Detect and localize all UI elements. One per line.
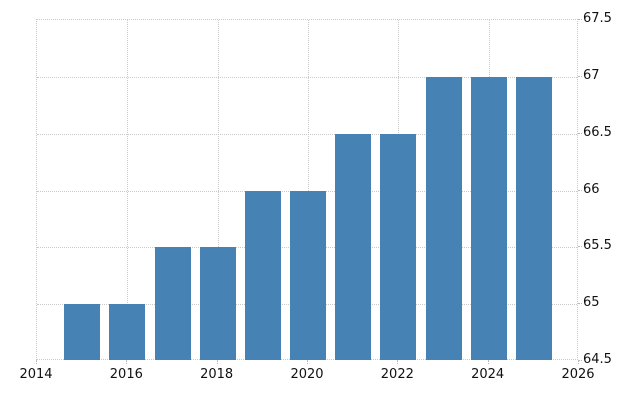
bar-2015[interactable]: [64, 304, 100, 360]
y-axis-tick: [578, 75, 582, 77]
plot-area: [36, 19, 578, 360]
x-axis-label: 2018: [200, 367, 234, 382]
x-axis-tick: [216, 360, 218, 364]
x-axis-tick: [397, 360, 399, 364]
x-axis-label: 2020: [290, 367, 324, 382]
y-axis-label: 65.5: [583, 238, 612, 254]
x-axis-label: 2024: [471, 367, 505, 382]
y-axis-label: 66.5: [583, 124, 612, 140]
y-axis-tick: [578, 189, 582, 191]
x-gridline: [308, 20, 309, 359]
y-axis-label: 64.5: [583, 352, 612, 367]
x-axis-tick: [578, 360, 579, 364]
x-gridline: [217, 20, 219, 359]
x-axis-label: 2016: [109, 367, 143, 382]
bar-2018[interactable]: [200, 247, 236, 360]
bar-2017[interactable]: [155, 247, 191, 360]
bar-2021[interactable]: [335, 133, 371, 360]
bar-2022[interactable]: [380, 133, 416, 360]
y-axis-label: 66: [583, 181, 600, 197]
bar-2023[interactable]: [426, 76, 462, 360]
y-axis-tick: [578, 303, 582, 305]
y-gridline: [37, 76, 577, 78]
y-axis-label: 67: [583, 67, 600, 83]
x-axis-tick: [487, 360, 489, 364]
x-axis-tick: [126, 360, 128, 364]
y-axis-label: 67.5: [583, 11, 612, 26]
x-axis-label: 2014: [19, 367, 53, 382]
x-gridline: [127, 20, 129, 359]
x-axis-tick: [307, 360, 308, 364]
y-axis-tick: [578, 360, 582, 361]
y-axis-tick: [578, 132, 582, 134]
y-axis-tick: [578, 19, 582, 20]
y-gridline: [37, 133, 577, 135]
bar-2016[interactable]: [109, 304, 145, 360]
bar-2019[interactable]: [245, 190, 281, 360]
bar-2024[interactable]: [471, 76, 507, 360]
x-axis-tick: [36, 360, 37, 364]
x-axis-label: 2022: [380, 367, 414, 382]
bar-2025[interactable]: [516, 76, 552, 360]
bar-2020[interactable]: [290, 190, 326, 360]
y-axis-tick: [578, 246, 582, 248]
y-axis-label: 65: [583, 295, 600, 311]
x-axis-label: 2026: [561, 367, 595, 382]
